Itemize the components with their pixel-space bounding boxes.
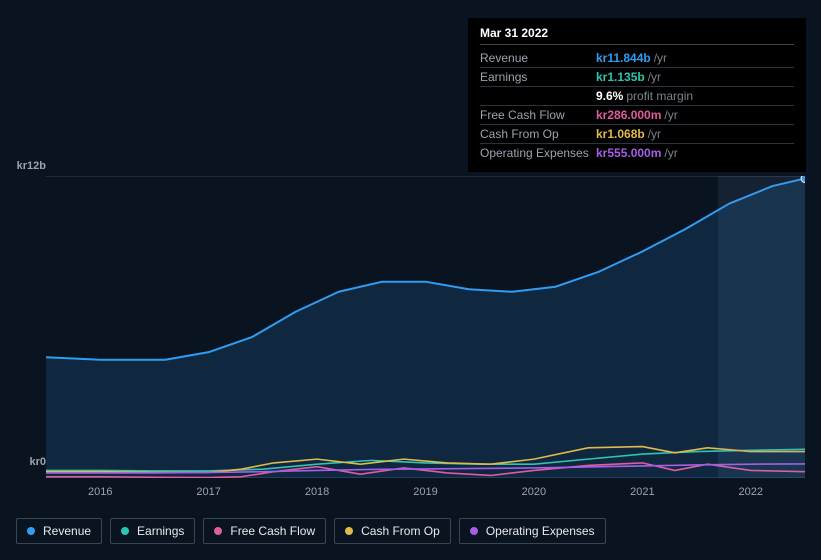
tooltip-row: Free Cash Flowkr286.000m/yr: [480, 106, 794, 125]
legend-label: Cash From Op: [361, 524, 440, 538]
x-tick: 2021: [630, 486, 654, 498]
tooltip-row-label: Cash From Op: [480, 127, 596, 141]
tooltip-row-label: Free Cash Flow: [480, 108, 596, 122]
tooltip-rows: Revenuekr11.844b/yrEarningskr1.135b/yr9.…: [480, 49, 794, 162]
legend-item-operating-expenses[interactable]: Operating Expenses: [459, 518, 606, 544]
tooltip-row-unit: /yr: [664, 146, 677, 160]
legend-label: Operating Expenses: [486, 524, 595, 538]
tooltip-sub-value: 9.6%: [596, 89, 623, 103]
x-tick: 2022: [739, 486, 763, 498]
tooltip-row-label: Revenue: [480, 51, 596, 65]
tooltip-row-unit: /yr: [648, 70, 661, 84]
legend-label: Free Cash Flow: [230, 524, 315, 538]
tooltip-row-unit: /yr: [664, 108, 677, 122]
tooltip-row-label: Operating Expenses: [480, 146, 596, 160]
legend-label: Revenue: [43, 524, 91, 538]
x-tick: 2017: [196, 486, 220, 498]
series-area-revenue: [46, 179, 805, 478]
tooltip-row-unit: /yr: [648, 127, 661, 141]
tooltip-row-label: Earnings: [480, 70, 596, 84]
x-tick: 2016: [88, 486, 112, 498]
tooltip-row-value: kr1.068b: [596, 127, 645, 141]
tooltip-row-value: kr1.135b: [596, 70, 645, 84]
legend-item-earnings[interactable]: Earnings: [110, 518, 195, 544]
legend-dot: [345, 527, 353, 535]
chart-plot-area[interactable]: [46, 176, 805, 478]
tooltip-row-value: kr286.000m: [596, 108, 661, 122]
legend-dot: [214, 527, 222, 535]
tooltip-row: Operating Expenseskr555.000m/yr: [480, 144, 794, 162]
highlight-band: [718, 176, 805, 478]
y-axis-top-label: kr12b: [17, 160, 46, 172]
tooltip-sub-label: profit margin: [626, 89, 693, 103]
tooltip-row: Revenuekr11.844b/yr: [480, 49, 794, 68]
tooltip-row: Cash From Opkr1.068b/yr: [480, 125, 794, 144]
legend-item-free-cash-flow[interactable]: Free Cash Flow: [203, 518, 326, 544]
x-tick: 2018: [305, 486, 329, 498]
tooltip-row-value: kr555.000m: [596, 146, 661, 160]
tooltip-row-unit: /yr: [654, 51, 667, 65]
chart-legend: Revenue Earnings Free Cash Flow Cash From O…: [16, 518, 606, 544]
legend-item-cash-from-op[interactable]: Cash From Op: [334, 518, 451, 544]
chart-svg: [46, 176, 805, 478]
x-tick: 2020: [522, 486, 546, 498]
legend-item-revenue[interactable]: Revenue: [16, 518, 102, 544]
tooltip-row: Earningskr1.135b/yr: [480, 68, 794, 87]
y-axis-bottom-label: kr0: [29, 456, 46, 468]
tooltip-date: Mar 31 2022: [480, 26, 794, 45]
hover-tooltip: Mar 31 2022 Revenuekr11.844b/yrEarningsk…: [468, 18, 806, 172]
tooltip-row-value: kr11.844b: [596, 51, 651, 65]
legend-label: Earnings: [137, 524, 184, 538]
legend-dot: [470, 527, 478, 535]
x-axis: 2016 2017 2018 2019 2020 2021 2022: [46, 482, 805, 502]
x-tick: 2019: [413, 486, 437, 498]
tooltip-subrow: 9.6%profit margin: [480, 87, 794, 106]
legend-dot: [121, 527, 129, 535]
financials-chart: kr12b kr0: [16, 160, 805, 480]
legend-dot: [27, 527, 35, 535]
